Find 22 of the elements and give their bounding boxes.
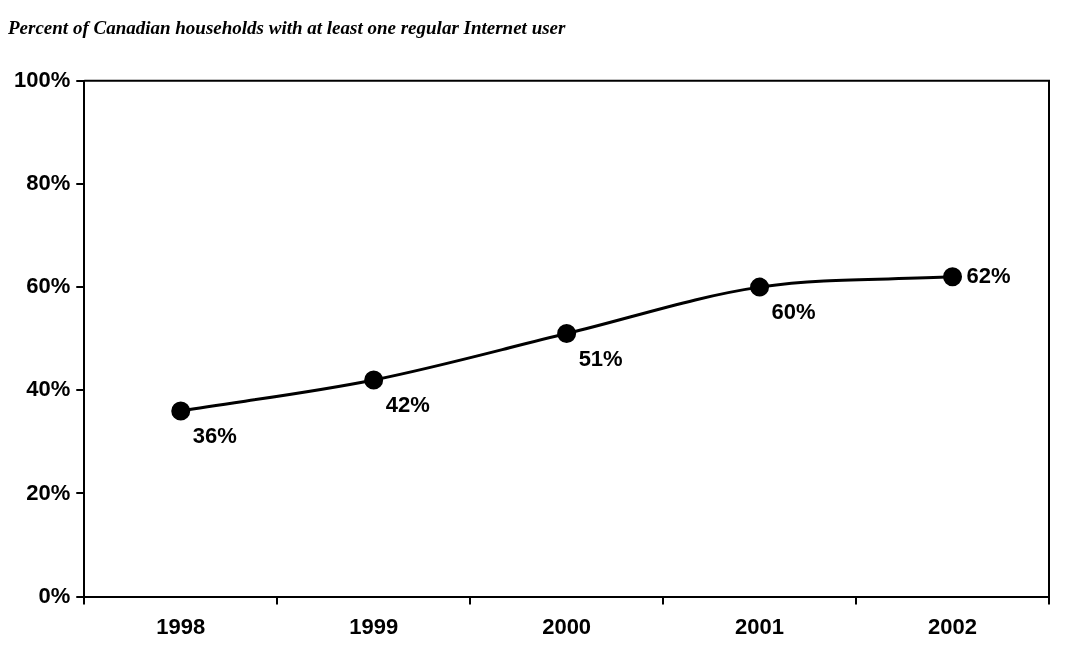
y-tick-label: 100% bbox=[13, 66, 71, 92]
x-tick-label: 2001 bbox=[735, 613, 785, 639]
data-label: 42% bbox=[385, 392, 430, 418]
point bbox=[364, 370, 384, 390]
chart-title: Percent of Canadian households with at least one regular Internet user bbox=[7, 17, 567, 39]
point bbox=[943, 267, 963, 287]
x-tick-label: 1999 bbox=[349, 613, 399, 639]
point bbox=[750, 277, 770, 297]
data-label: 60% bbox=[771, 299, 816, 325]
y-tick-label: 40% bbox=[26, 376, 71, 402]
x-tick-label: 2002 bbox=[928, 613, 977, 639]
y-tick-label: 0% bbox=[38, 582, 71, 608]
point bbox=[557, 324, 577, 344]
x-tick-label: 2000 bbox=[542, 613, 592, 639]
x-tick-label: 1998 bbox=[156, 613, 206, 639]
y-tick-label: 80% bbox=[26, 170, 71, 196]
data-label: 36% bbox=[192, 422, 237, 448]
data-label: 51% bbox=[578, 345, 623, 371]
y-tick-label: 20% bbox=[26, 479, 71, 505]
y-tick-label: 60% bbox=[26, 273, 71, 299]
point bbox=[171, 401, 191, 421]
data-label: 62% bbox=[966, 262, 1011, 288]
